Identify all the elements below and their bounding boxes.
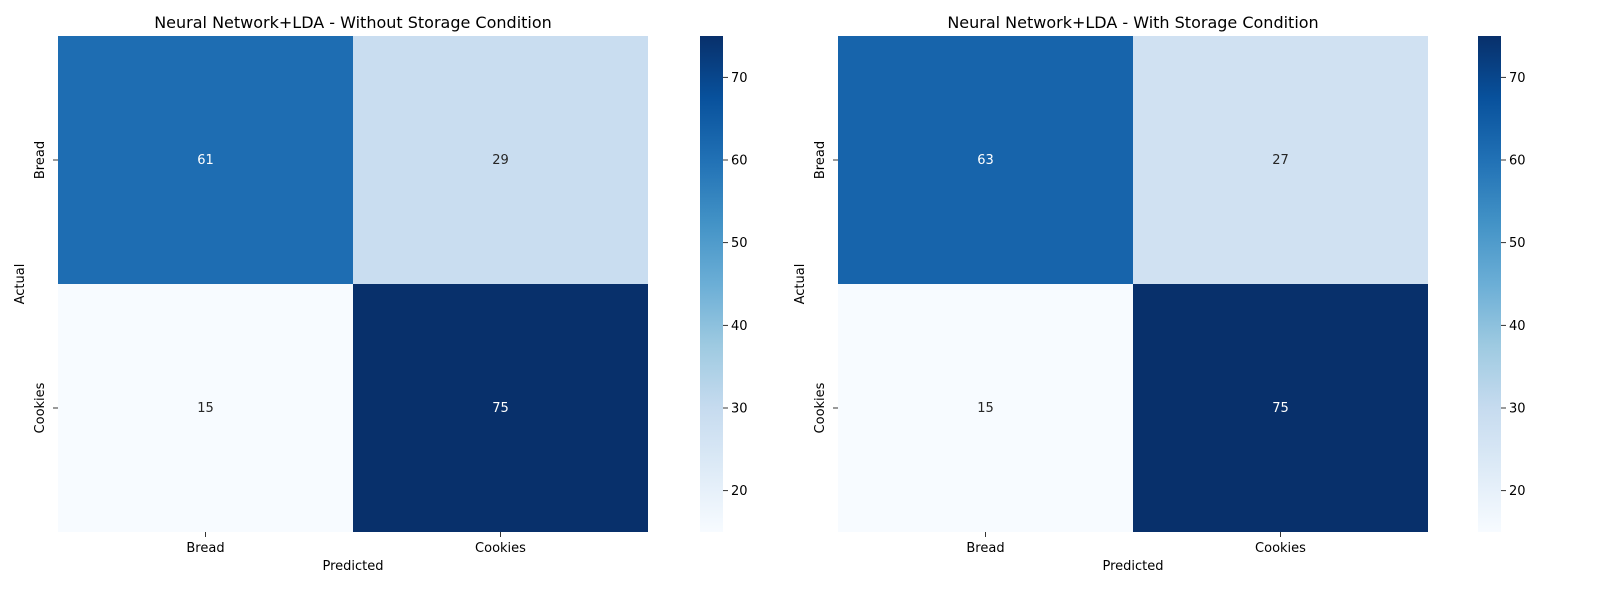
y-tick-label: Bread [33, 141, 48, 179]
x-tick-label: Cookies [475, 541, 526, 556]
colorbar-tick-label: 30 [1509, 402, 1526, 417]
y-tick-label: Bread [813, 141, 828, 179]
colorbar-tick-label: 60 [1509, 154, 1526, 169]
x-axis-label: Predicted [1102, 559, 1163, 574]
chart-title: Neural Network+LDA - Without Storage Con… [154, 13, 552, 32]
colorbar-tick-label: 20 [731, 484, 748, 499]
cell-value-label: 27 [1272, 153, 1289, 168]
y-tick-label: Cookies [33, 382, 48, 433]
cell-value-label: 75 [1272, 401, 1289, 416]
colorbar: 20 30 40 50 60 70 [700, 36, 748, 532]
y-axis-label: Actual [13, 264, 28, 305]
cell-value-label: 29 [492, 153, 509, 168]
heatmap-cell-cookies-bread [58, 284, 353, 532]
heatmap-cell-bread-cookies [1133, 36, 1428, 284]
x-axis-label: Predicted [322, 559, 383, 574]
heatmap-cell-cookies-cookies [353, 284, 648, 532]
colorbar-tick-label: 70 [731, 71, 748, 86]
x-tick-label: Bread [186, 541, 224, 556]
cell-value-label: 63 [977, 153, 994, 168]
colorbar-tick-label: 20 [1509, 484, 1526, 499]
heatmap-panel-1: 61 29 15 75 Bread Cookies Bread Cookies Predicte… [13, 13, 748, 574]
heatmap-cell-cookies-bread [838, 284, 1133, 532]
x-tick-label: Cookies [1255, 541, 1306, 556]
y-tick-label: Cookies [813, 382, 828, 433]
colorbar-tick-label: 40 [1509, 319, 1526, 334]
colorbar-tick-label: 50 [731, 236, 748, 251]
colorbar-gradient [700, 36, 723, 532]
heatmap-cell-cookies-cookies [1133, 284, 1428, 532]
colorbar-tick-label: 70 [1509, 71, 1526, 86]
cell-value-label: 61 [197, 153, 214, 168]
heatmap-cell-bread-cookies [353, 36, 648, 284]
y-axis-label: Actual [793, 264, 808, 305]
colorbar-tick-label: 50 [1509, 236, 1526, 251]
cell-value-label: 15 [197, 401, 214, 416]
heatmap-cell-bread-bread [838, 36, 1133, 284]
chart-title: Neural Network+LDA - With Storage Condit… [947, 13, 1318, 32]
colorbar-tick-label: 30 [731, 402, 748, 417]
heatmap-panel-2: 63 27 15 75 Bread Cookies Bread Cookies Predicte… [793, 13, 1526, 574]
colorbar-gradient [1478, 36, 1501, 532]
colorbar-tick-label: 40 [731, 319, 748, 334]
colorbar-tick-label: 60 [731, 154, 748, 169]
x-tick-label: Bread [966, 541, 1004, 556]
cell-value-label: 75 [492, 401, 509, 416]
colorbar: 20 30 40 50 60 70 [1478, 36, 1526, 532]
cell-value-label: 15 [977, 401, 994, 416]
heatmap-cell-bread-bread [58, 36, 353, 284]
